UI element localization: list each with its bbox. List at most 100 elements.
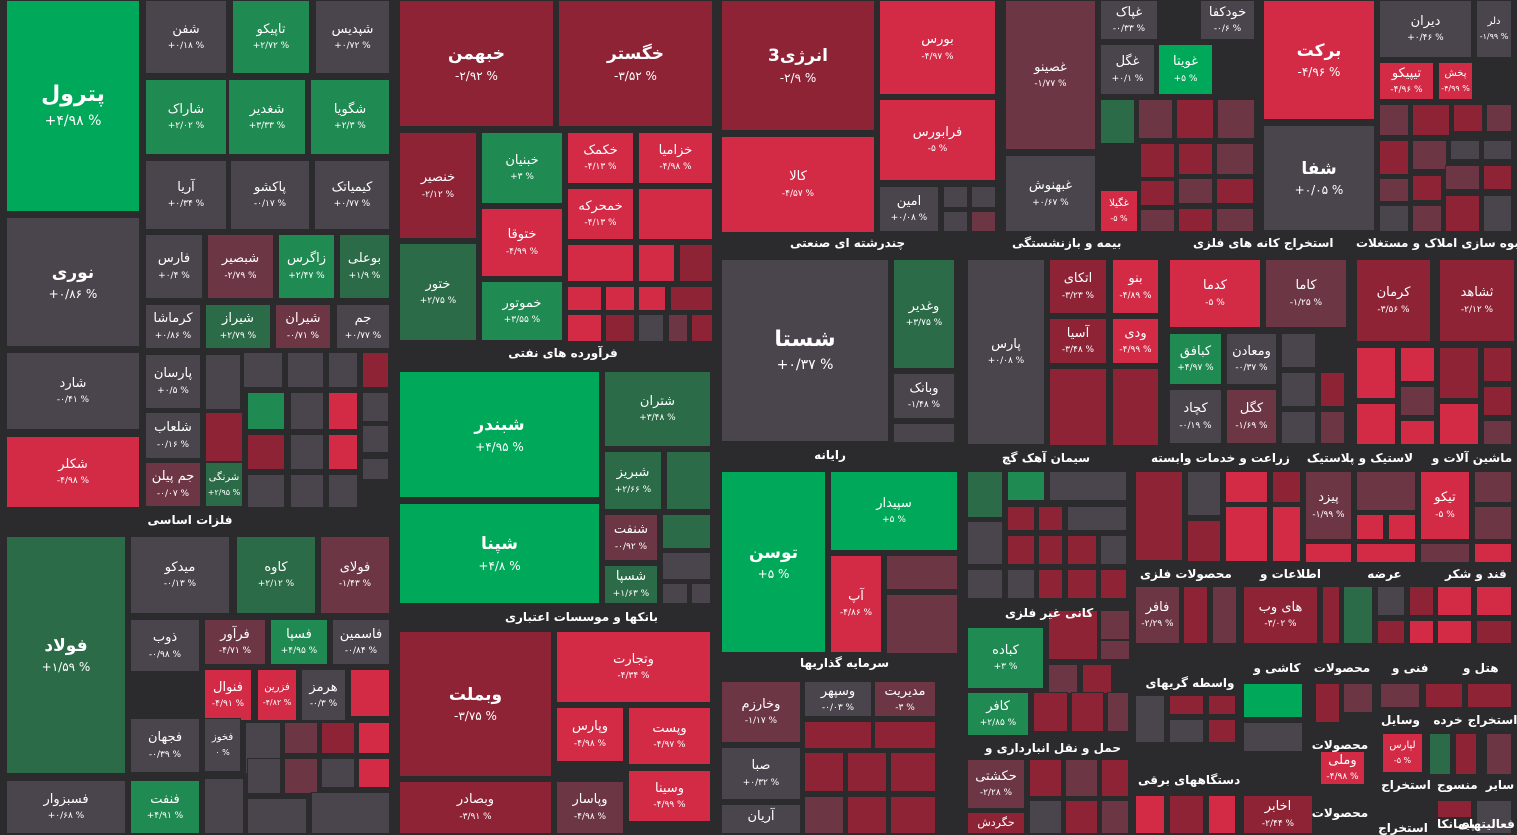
stock-tile-small[interactable] [967,471,1003,518]
stock-tile[interactable]: فخوز ۰ % [204,718,241,772]
stock-tile[interactable]: وتجارت -۴/۳۴ % [556,631,711,703]
stock-tile[interactable]: فافر -۲/۲۹ % [1135,586,1180,644]
stock-tile[interactable]: ختوقا -۴/۹۹ % [481,208,563,277]
stock-tile-small[interactable] [1483,386,1512,416]
stock-tile[interactable]: خنصیر -۲/۱۲ % [399,132,477,239]
stock-tile-small[interactable] [1315,683,1340,723]
stock-tile-small[interactable] [691,583,711,604]
stock-tile-small[interactable] [666,451,711,510]
stock-tile[interactable]: فولاد +۱/۵۹ % [6,536,126,774]
stock-tile-small[interactable] [1450,140,1480,160]
stock-tile[interactable]: کگل -۱/۶۹ % [1226,389,1277,444]
stock-tile[interactable]: خزامیا -۴/۹۸ % [638,132,713,184]
stock-tile-small[interactable] [1379,205,1409,232]
stock-tile-small[interactable] [1453,104,1483,132]
stock-tile-small[interactable] [1101,759,1129,797]
stock-tile-small[interactable] [1379,140,1409,175]
stock-tile-small[interactable] [1038,569,1063,599]
stock-tile[interactable]: وپاسار -۴/۹۸ % [556,781,624,834]
stock-tile-small[interactable] [1135,795,1165,834]
stock-tile-small[interactable] [328,392,358,430]
stock-tile[interactable]: شپنا +۴/۸ % [399,503,600,604]
stock-tile-small[interactable] [638,188,713,240]
stock-tile-small[interactable] [662,514,711,549]
stock-tile[interactable]: اتکای -۳/۲۳ % [1049,259,1107,314]
stock-tile[interactable]: شستا +۰/۳۷ % [721,259,889,442]
stock-tile-small[interactable] [1140,180,1175,206]
stock-tile-small[interactable] [1101,800,1129,834]
stock-tile[interactable]: خبنیان +۳ % [481,132,563,204]
stock-tile[interactable]: کافر +۲/۸۵ % [967,692,1029,736]
stock-tile-small[interactable] [1272,471,1301,503]
stock-tile-small[interactable] [1343,586,1373,644]
stock-tile-small[interactable] [1483,165,1512,190]
stock-tile-small[interactable] [1176,99,1214,139]
stock-tile[interactable]: کاوه +۲/۱۲ % [236,536,316,614]
stock-tile[interactable]: توسن +۵ % [721,471,826,653]
stock-tile-small[interactable] [362,352,389,388]
stock-tile-small[interactable] [804,796,844,834]
stock-tile-small[interactable] [1107,692,1129,732]
stock-tile-small[interactable] [1187,520,1221,562]
stock-tile-small[interactable] [247,474,285,508]
stock-tile-small[interactable] [1377,620,1405,644]
stock-tile-small[interactable] [874,721,936,749]
stock-tile-small[interactable] [1356,347,1396,399]
stock-tile-small[interactable] [1112,368,1159,446]
stock-tile-small[interactable] [971,186,996,208]
stock-tile[interactable]: لپارس -۵ % [1382,733,1423,773]
stock-tile-small[interactable] [358,722,390,754]
stock-tile-small[interactable] [1356,514,1384,540]
stock-tile-small[interactable] [1445,195,1480,232]
stock-tile-small[interactable] [1474,506,1512,540]
stock-tile-small[interactable] [1320,372,1345,407]
stock-tile-small[interactable] [1029,759,1062,797]
stock-tile[interactable]: غپاک -۰/۳۳ % [1100,0,1158,40]
stock-tile[interactable]: فرابورس -۵ % [879,99,996,181]
stock-tile-small[interactable] [638,314,664,342]
stock-tile-small[interactable] [1377,586,1405,616]
stock-tile[interactable]: شارد -۰/۴۱ % [6,352,140,430]
stock-tile-small[interactable] [943,211,968,232]
stock-tile-small[interactable] [1379,104,1409,136]
stock-tile-small[interactable] [1048,610,1098,660]
stock-tile-small[interactable] [1225,471,1268,503]
stock-tile-small[interactable] [1322,586,1340,644]
stock-tile-small[interactable] [1305,543,1352,563]
stock-tile[interactable]: پترول +۴/۹۸ % [6,0,140,212]
stock-tile-small[interactable] [567,314,602,342]
stock-tile[interactable]: کرمان -۳/۵۶ % [1356,259,1431,342]
stock-tile-small[interactable] [1425,683,1463,708]
stock-tile-small[interactable] [1474,543,1512,563]
stock-tile-small[interactable] [1483,420,1512,445]
stock-tile-small[interactable] [1100,569,1127,599]
stock-tile-small[interactable] [1100,99,1135,144]
stock-tile-small[interactable] [205,354,241,410]
stock-tile[interactable]: دلر -۱/۹۹ % [1476,0,1512,58]
stock-tile-small[interactable] [1412,205,1442,232]
stock-tile-small[interactable] [1065,800,1098,834]
stock-tile-small[interactable] [1400,347,1435,382]
stock-tile-small[interactable] [1100,640,1130,660]
stock-tile-small[interactable] [1049,368,1107,446]
stock-tile-small[interactable] [1483,140,1512,160]
stock-tile-small[interactable] [967,569,1003,599]
stock-tile-small[interactable] [1100,535,1127,565]
stock-tile[interactable]: زاگرس +۲/۴۷ % [278,234,335,299]
stock-tile-small[interactable] [358,758,390,788]
stock-tile[interactable]: پارسان +۰/۵ % [145,354,201,409]
stock-tile-small[interactable] [890,796,936,834]
stock-tile-small[interactable] [1356,403,1396,445]
stock-tile[interactable]: شبریز +۲/۶۶ % [604,451,662,510]
stock-tile[interactable]: آسیا -۳/۴۸ % [1049,318,1107,364]
stock-tile-small[interactable] [638,244,675,282]
stock-tile[interactable]: فولای -۱/۴۳ % [320,536,390,614]
stock-tile-small[interactable] [1412,175,1442,201]
stock-tile[interactable]: تیکو -۵ % [1420,471,1470,540]
stock-tile[interactable]: غبهنوش +۰/۶۷ % [1005,155,1096,232]
stock-tile[interactable]: وبانک -۱/۴۸ % [893,373,955,419]
stock-tile-small[interactable] [247,434,285,470]
stock-tile-small[interactable] [1437,620,1472,644]
stock-tile[interactable]: فاسمین -۰/۸۴ % [332,619,390,665]
stock-tile[interactable]: وسینا -۴/۹۹ % [628,770,711,822]
